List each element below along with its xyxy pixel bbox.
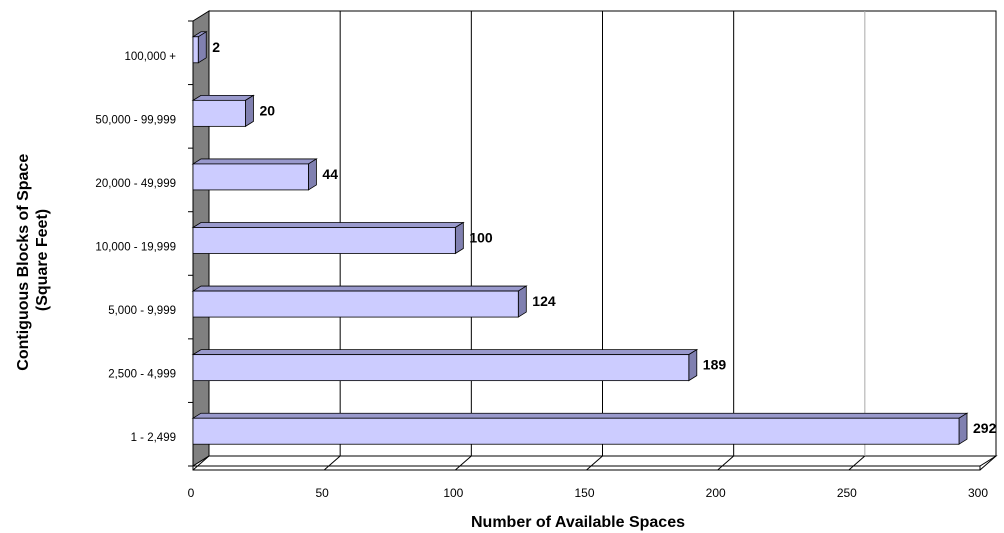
- x-tick-label: 250: [837, 486, 857, 500]
- bar-front-face: [192, 227, 456, 254]
- y-category-label: 2,500 - 4,999: [108, 369, 176, 381]
- bar-side-face: [245, 94, 254, 128]
- floor: [191, 455, 998, 467]
- y-axis-title-line-2: (Square Feet): [34, 209, 51, 311]
- bar: [191, 285, 528, 318]
- bar-top-face: [191, 158, 318, 165]
- floor-tick: [717, 455, 734, 471]
- bar-front-face: [192, 99, 246, 127]
- y-category-label: 5,000 - 9,999: [108, 305, 176, 317]
- bar-front-face: [192, 36, 199, 64]
- floor-tick: [192, 455, 210, 471]
- bar-front-face: [192, 417, 960, 445]
- y-category-label: 1 - 2,499: [131, 432, 176, 444]
- bar: [191, 221, 465, 255]
- bar-side-face: [197, 31, 207, 64]
- x-tick-label: 150: [574, 486, 594, 500]
- bar-side-face: [688, 348, 698, 382]
- data-label: 20: [259, 102, 275, 118]
- bar-front-face: [192, 290, 519, 318]
- bar-side-face: [308, 158, 317, 191]
- bar: [191, 158, 318, 191]
- y-axis-title: Contiguous Blocks of Space (Square Feet): [15, 149, 51, 370]
- bar-front-face: [192, 354, 690, 382]
- data-label: 124: [532, 293, 556, 309]
- floor-tick: [848, 455, 866, 471]
- bar-top-face: [191, 349, 699, 356]
- y-axis-title-line-1: Contiguous Blocks of Space: [15, 154, 32, 371]
- x-tick-label: 200: [706, 486, 726, 500]
- y-category-label: 20,000 - 49,999: [95, 178, 176, 190]
- bar: [191, 348, 699, 382]
- bar: [191, 31, 208, 64]
- bar-side-face: [517, 285, 527, 318]
- x-tick-label: 50: [315, 486, 329, 500]
- bars: [191, 31, 969, 445]
- bar-side-face: [454, 221, 464, 255]
- data-label: 292: [973, 420, 997, 436]
- y-category-label: 50,000 - 99,999: [95, 114, 176, 126]
- data-label: 100: [469, 230, 493, 246]
- y-category-label: 10,000 - 19,999: [95, 242, 176, 254]
- bar-top-face: [191, 285, 528, 292]
- x-tick-label: 300: [968, 486, 988, 500]
- bar-top-face: [191, 94, 255, 101]
- floor-tick: [455, 455, 472, 471]
- bar-front-face: [192, 163, 309, 191]
- floor-tick: [586, 455, 603, 471]
- bar: [191, 94, 255, 128]
- x-tick-label: 0: [188, 486, 195, 500]
- bar-side-face: [958, 412, 968, 445]
- x-tick-label: 100: [443, 486, 463, 500]
- x-axis-title: Number of Available Spaces: [471, 514, 685, 531]
- data-label: 189: [703, 357, 727, 373]
- data-label: 44: [322, 166, 338, 182]
- bar-top-face: [191, 412, 969, 419]
- floor-tick: [979, 455, 997, 471]
- data-label: 2: [212, 39, 220, 55]
- labels: 0 50 100 150 200 250 300 292 1 - 2,499 189 2,500 -…: [95, 39, 996, 500]
- floor-tick: [323, 455, 341, 471]
- bar: [191, 412, 969, 445]
- y-category-label: 100,000 +: [125, 51, 177, 63]
- bar-top-face: [191, 222, 465, 228]
